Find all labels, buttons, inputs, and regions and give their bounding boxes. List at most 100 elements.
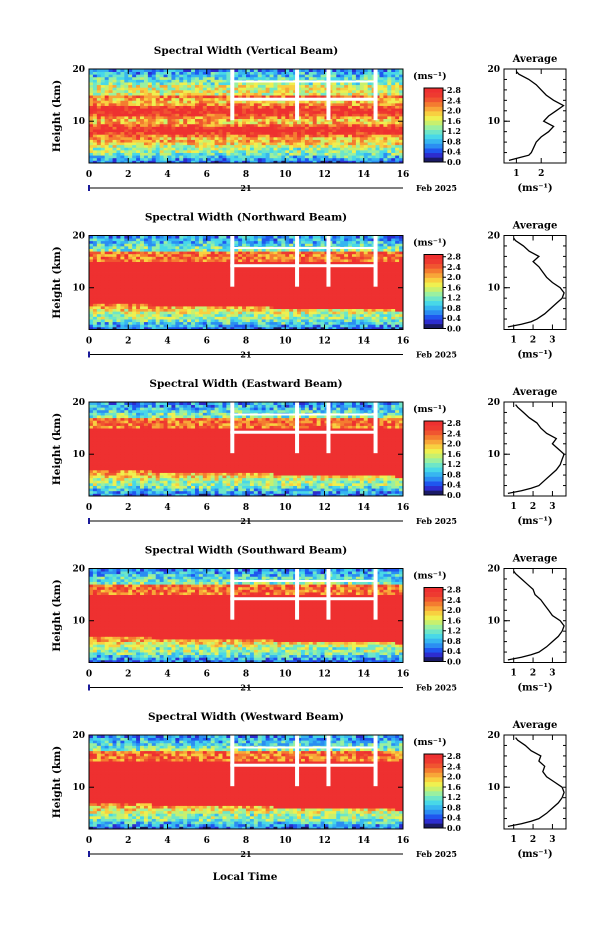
- heatmap-cell: [194, 102, 200, 106]
- heatmap-cell: [355, 277, 361, 281]
- heatmap-cell: [124, 139, 129, 143]
- heatmap-cell: [308, 279, 314, 283]
- heatmap-cell: [92, 142, 98, 146]
- heatmap-cell: [246, 113, 251, 117]
- heatmap-cell: [92, 89, 98, 93]
- heatmap-cell: [348, 105, 353, 109]
- heatmap-cell: [155, 152, 161, 156]
- heatmap-cell: [316, 110, 321, 114]
- heatmap-cell: [167, 79, 172, 83]
- heatmap-cell: [140, 292, 145, 296]
- heatmap-cell: [367, 84, 373, 88]
- heatmap-cell: [187, 113, 192, 117]
- heatmap-cell: [183, 126, 188, 130]
- heatmap-cell: [246, 82, 251, 86]
- heatmap-cell: [151, 110, 157, 114]
- heatmap-cell: [226, 71, 231, 75]
- heatmap-cell: [100, 321, 106, 325]
- heatmap-cell: [167, 108, 172, 112]
- x-tick-label: 2: [125, 170, 131, 180]
- heatmap-cell: [140, 105, 145, 109]
- heatmap-cell: [116, 118, 121, 122]
- heatmap-cell: [379, 308, 384, 312]
- heatmap-cell: [249, 324, 255, 328]
- heatmap-cell: [399, 116, 404, 120]
- heatmap-cell: [281, 316, 286, 320]
- heatmap-cell: [191, 100, 196, 104]
- heatmap-cell: [320, 84, 325, 88]
- heatmap-cell: [273, 116, 278, 120]
- heatmap-cell: [344, 326, 349, 330]
- heatmap-cell: [124, 76, 129, 80]
- heatmap-cell: [242, 82, 247, 86]
- heatmap-cell: [297, 87, 302, 91]
- heatmap-cell: [324, 308, 329, 312]
- heatmap-cell: [202, 311, 208, 315]
- heatmap-cell: [367, 71, 373, 75]
- heatmap-cell: [300, 100, 306, 104]
- heatmap-cell: [269, 100, 274, 104]
- heatmap-cell: [391, 79, 396, 83]
- heatmap-cell: [234, 69, 239, 73]
- heatmap-cell: [312, 121, 318, 125]
- heatmap-cell: [104, 121, 110, 125]
- heatmap-cell: [120, 105, 125, 109]
- heatmap-cell: [108, 131, 113, 135]
- heatmap-cell: [399, 149, 404, 153]
- heatmap-cell: [395, 108, 400, 112]
- heatmap-cell: [202, 277, 208, 281]
- heatmap-cell: [391, 152, 396, 156]
- heatmap-cell: [324, 152, 329, 156]
- heatmap-cell: [391, 89, 396, 93]
- heatmap-cell: [183, 311, 188, 315]
- x-tick-label: 14: [357, 170, 370, 180]
- heatmap-cell: [371, 147, 376, 151]
- heatmap-cell: [96, 311, 102, 315]
- heatmap-cell: [285, 89, 290, 93]
- heatmap-cell: [391, 316, 396, 320]
- heatmap-cell: [371, 308, 376, 312]
- heatmap-cell: [242, 118, 247, 122]
- heatmap-cell: [395, 89, 400, 93]
- heatmap-cell: [100, 324, 106, 328]
- heatmap-cell: [89, 92, 94, 96]
- heatmap-cell: [391, 134, 396, 138]
- heatmap-cell: [367, 116, 373, 120]
- heatmap-cell: [391, 102, 396, 106]
- heatmap-cell: [143, 97, 149, 101]
- heatmap-cell: [191, 102, 196, 106]
- heatmap-cell: [234, 313, 239, 317]
- heatmap-cell: [367, 298, 373, 302]
- heatmap-cell: [167, 71, 172, 75]
- heatmap-cell: [89, 306, 94, 310]
- heatmap-cell: [304, 285, 310, 289]
- heatmap-cell: [383, 131, 388, 135]
- heatmap-cell: [124, 102, 129, 106]
- heatmap-cell: [151, 149, 157, 153]
- heatmap-cell: [222, 319, 227, 323]
- heatmap-cell: [210, 264, 216, 268]
- heatmap-cell: [375, 326, 380, 330]
- heatmap-cell: [359, 123, 365, 127]
- heatmap-cell: [124, 113, 129, 117]
- heatmap-cell: [297, 147, 302, 151]
- heatmap-cell: [89, 105, 94, 109]
- heatmap-cell: [308, 324, 314, 328]
- heatmap-cell: [273, 321, 278, 325]
- heatmap-cell: [238, 95, 243, 99]
- heatmap-cell: [293, 321, 298, 325]
- heatmap-cell: [104, 123, 110, 127]
- heatmap-cell: [253, 279, 259, 283]
- heatmap-cell: [359, 147, 365, 151]
- heatmap-cell: [387, 149, 392, 153]
- heatmap-cell: [355, 102, 361, 106]
- heatmap-cell: [191, 287, 196, 291]
- heatmap-cell: [281, 274, 286, 278]
- heatmap-cell: [155, 84, 161, 88]
- heatmap-cell: [171, 102, 176, 106]
- heatmap-cell: [167, 131, 172, 135]
- heatmap-cell: [194, 269, 200, 273]
- heatmap-cell: [222, 105, 227, 109]
- heatmap-cell: [210, 308, 216, 312]
- heatmap-cell: [238, 298, 243, 302]
